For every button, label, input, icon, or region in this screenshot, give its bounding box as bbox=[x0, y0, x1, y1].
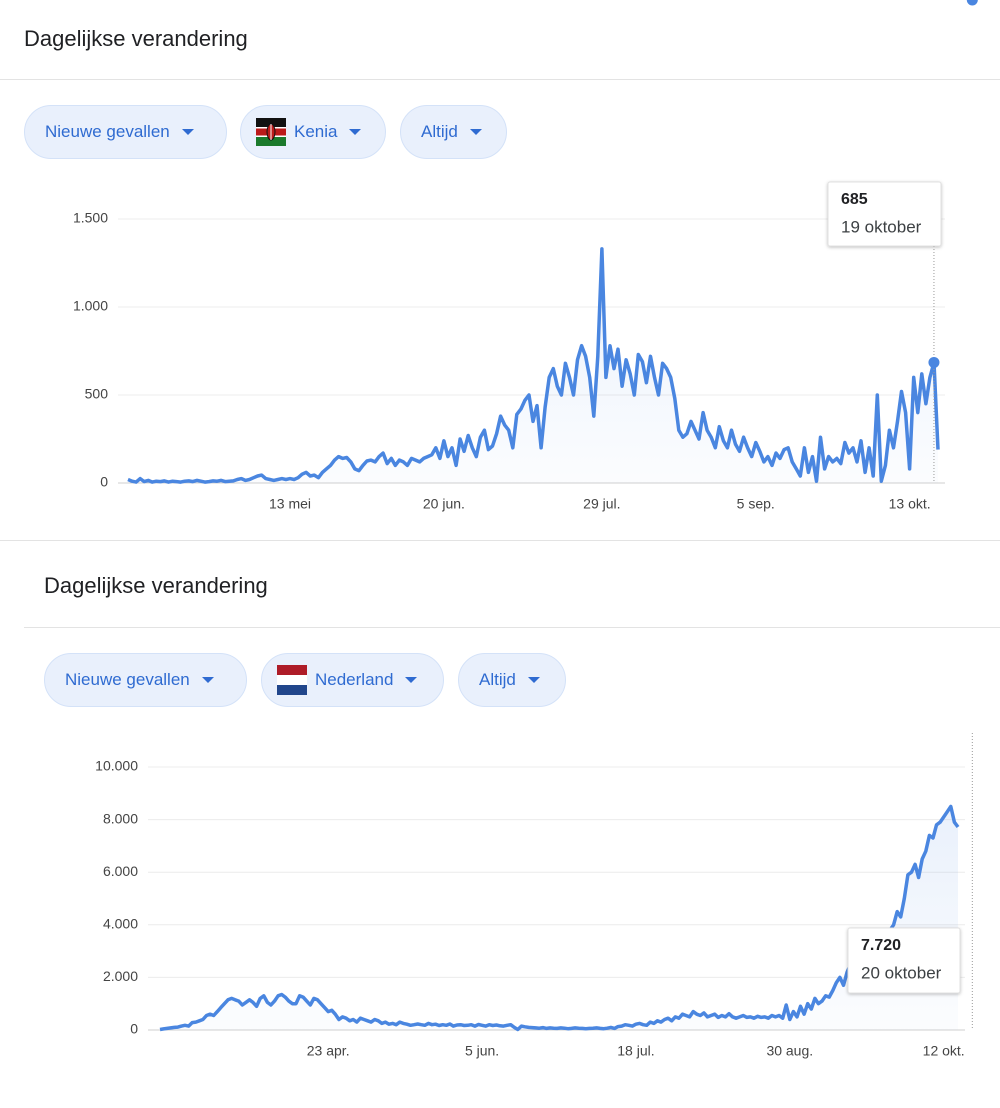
area bbox=[128, 248, 938, 483]
y-tick-label: 1.500 bbox=[73, 210, 108, 226]
x-tick-label: 5 jun. bbox=[465, 1043, 499, 1059]
tooltip bbox=[847, 927, 961, 994]
caret bbox=[405, 677, 418, 683]
x-tick-label: 18 jul. bbox=[617, 1043, 654, 1059]
x-tick-label: 13 okt. bbox=[889, 496, 931, 512]
label: Altijd bbox=[421, 122, 458, 141]
line bbox=[127, 247, 940, 484]
caret bbox=[201, 677, 214, 683]
y-tick-label: 1.000 bbox=[73, 298, 108, 314]
range-dropdown[interactable]: Altijd bbox=[400, 105, 507, 159]
country-dropdown[interactable]: Nederland bbox=[261, 653, 444, 707]
divider bbox=[24, 627, 1000, 628]
x-tick-label: 13 mei bbox=[269, 496, 311, 512]
tooltip-value: 7.720 bbox=[861, 937, 901, 954]
metric-dropdown[interactable]: Nieuwe gevallen bbox=[24, 105, 227, 159]
y-tick-label: 2.000 bbox=[103, 968, 138, 984]
y-tick-label: 8.000 bbox=[103, 810, 138, 826]
y-tick-label: 10.000 bbox=[95, 758, 138, 774]
divider bbox=[0, 540, 1000, 541]
caret bbox=[469, 129, 482, 135]
hover-point bbox=[928, 356, 940, 368]
flag-netherlands bbox=[277, 665, 307, 695]
area bbox=[160, 806, 958, 1030]
caret bbox=[181, 129, 194, 135]
y-tick-label: 6.000 bbox=[103, 863, 138, 879]
tooltip-date: 20 oktober bbox=[861, 963, 942, 982]
label: Altijd bbox=[479, 670, 516, 689]
x-tick-label: 29 jul. bbox=[583, 496, 620, 512]
section-title: Dagelijkse verandering bbox=[44, 573, 268, 598]
divider bbox=[0, 79, 1000, 80]
label: Nederland bbox=[315, 670, 394, 689]
x-tick-label: 30 aug. bbox=[766, 1043, 813, 1059]
x-tick-label: 20 jun. bbox=[423, 496, 465, 512]
label: Kenia bbox=[294, 122, 338, 141]
y-tick-label: 500 bbox=[85, 386, 109, 402]
range-dropdown[interactable]: Altijd bbox=[458, 653, 566, 707]
y-tick-label: 0 bbox=[100, 474, 108, 490]
caret bbox=[527, 677, 540, 683]
line bbox=[159, 804, 960, 1032]
label: Nieuwe gevallen bbox=[65, 670, 190, 689]
metric-dropdown[interactable]: Nieuwe gevallen bbox=[44, 653, 247, 707]
tooltip-value: 685 bbox=[841, 191, 868, 208]
flag-kenya bbox=[256, 118, 286, 146]
tooltip-date: 19 oktober bbox=[841, 217, 922, 236]
x-tick-label: 5 sep. bbox=[737, 496, 775, 512]
country-dropdown[interactable]: Kenia bbox=[240, 105, 386, 159]
tooltip bbox=[827, 181, 942, 247]
y-tick-label: 4.000 bbox=[103, 916, 138, 932]
y-tick-label: 0 bbox=[130, 1021, 138, 1037]
x-tick-label: 12 okt. bbox=[923, 1043, 965, 1059]
caret bbox=[349, 129, 362, 135]
label: Nieuwe gevallen bbox=[45, 122, 170, 141]
section-title: Dagelijkse verandering bbox=[24, 26, 248, 51]
hover-point bbox=[966, 0, 978, 6]
x-tick-label: 23 apr. bbox=[307, 1043, 350, 1059]
